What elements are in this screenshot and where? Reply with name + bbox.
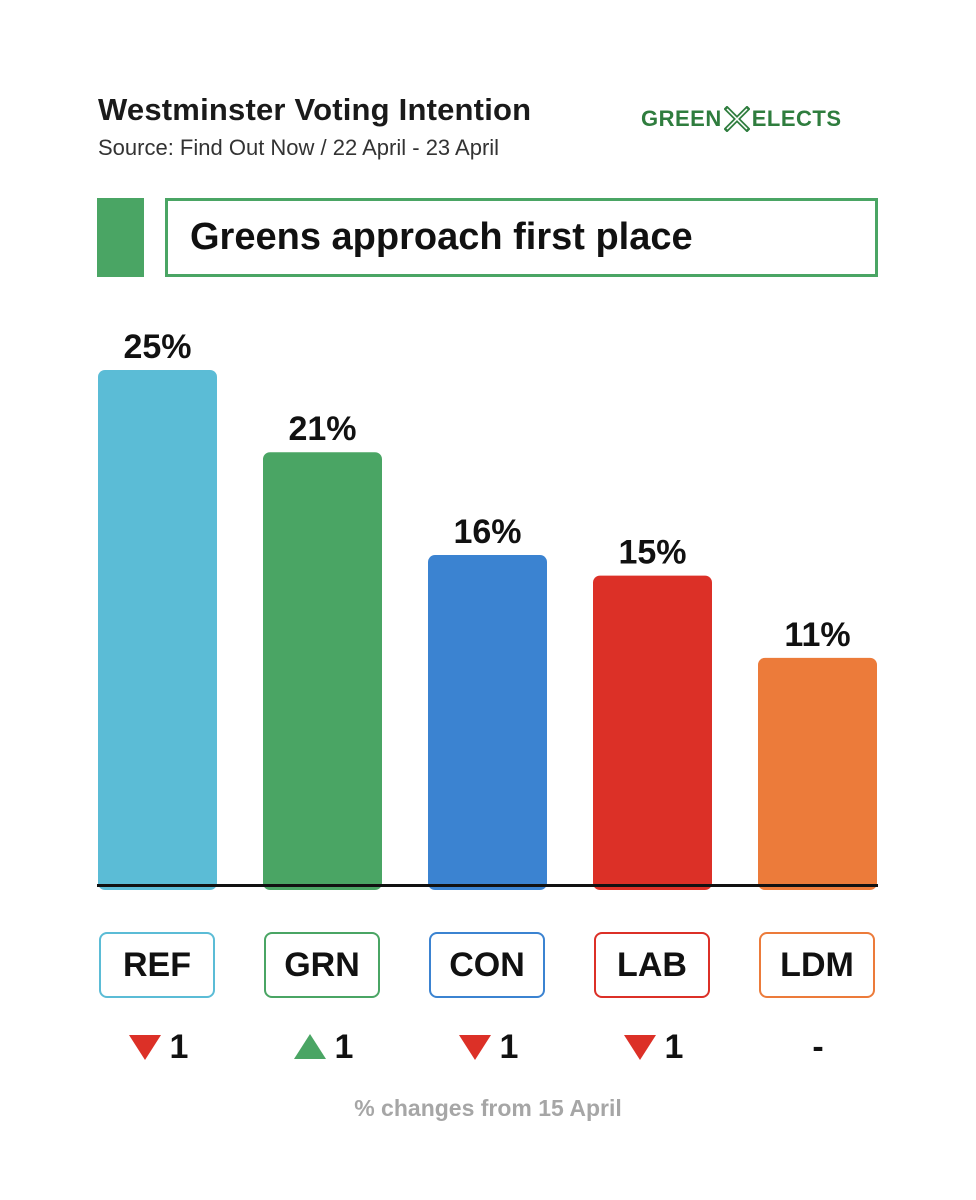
data-label-grn: 21% xyxy=(288,410,356,448)
bar-lab xyxy=(593,575,712,890)
logo-text-elects: ELECTS xyxy=(751,106,842,131)
green-elects-logo: GREEN ELECTS xyxy=(641,106,842,132)
data-label-con: 16% xyxy=(453,513,521,551)
data-label-ref: 25% xyxy=(123,328,191,366)
triangle-down-icon xyxy=(458,1035,491,1060)
data-label-ldm: 11% xyxy=(784,616,850,654)
headline-box: Greens approach first place xyxy=(165,198,878,277)
bar-ref xyxy=(98,370,217,890)
bar-con xyxy=(428,555,547,890)
change-lab: 1 xyxy=(593,1025,713,1069)
party-label-ldm: LDM xyxy=(759,932,875,998)
change-ldm: - xyxy=(758,1025,878,1069)
change-grn: 1 xyxy=(263,1025,383,1069)
change-value: - xyxy=(812,1027,824,1066)
headline-text: Greens approach first place xyxy=(190,216,693,258)
bar-chart: 25% 21% 16% 15% 11% xyxy=(97,328,878,890)
data-label-lab: 15% xyxy=(618,534,686,572)
chart-subtitle: Source: Find Out Now / 22 April - 23 Apr… xyxy=(98,135,500,160)
chart-title: Westminster Voting Intention xyxy=(98,92,532,127)
change-value: 1 xyxy=(664,1027,684,1066)
logo-text-green: GREEN xyxy=(641,106,722,131)
change-ref: 1 xyxy=(98,1025,218,1069)
change-value: 1 xyxy=(499,1027,519,1066)
bar-ldm xyxy=(758,657,877,890)
triangle-up-icon xyxy=(293,1034,326,1059)
party-label-grn: GRN xyxy=(264,932,380,998)
party-label-lab: LAB xyxy=(594,932,710,998)
party-label-con: CON xyxy=(429,932,545,998)
triangle-down-icon xyxy=(128,1035,161,1060)
change-con: 1 xyxy=(428,1025,548,1069)
triangle-down-icon xyxy=(623,1035,656,1060)
change-value: 1 xyxy=(334,1027,354,1066)
headline-accent-block xyxy=(97,198,144,277)
bar-grn xyxy=(263,452,382,890)
ballot-x-icon xyxy=(723,106,750,132)
change-value: 1 xyxy=(169,1027,189,1066)
party-label-ref: REF xyxy=(99,932,215,998)
footnote: % changes from 15 April xyxy=(354,1095,622,1121)
